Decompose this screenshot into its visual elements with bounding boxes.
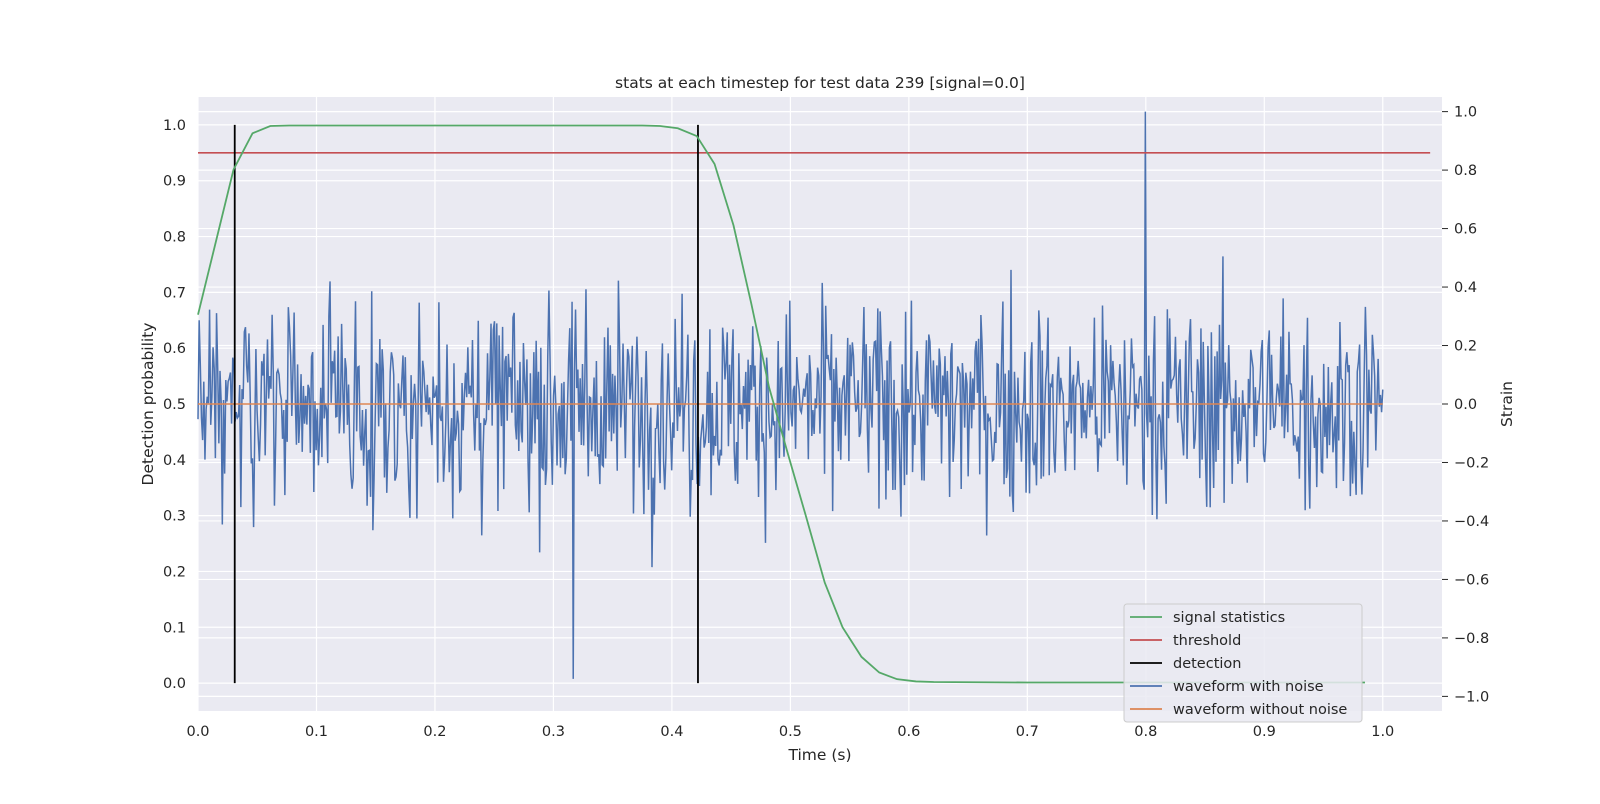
y-left-tick-label: 0.0 <box>163 676 186 692</box>
y-left-tick-label: 0.1 <box>163 620 186 636</box>
x-tick-label: 0.7 <box>1016 724 1039 740</box>
y-axis-right-label: Strain <box>1498 381 1516 427</box>
y-right-tick-label: 0.6 <box>1454 222 1477 238</box>
y-left-tick-label: 0.6 <box>163 341 186 357</box>
legend-label-waveform-without-noise: waveform without noise <box>1173 702 1347 718</box>
y-left-tick-label: 0.9 <box>163 174 186 190</box>
legend-label-waveform-with-noise: waveform with noise <box>1173 679 1324 695</box>
x-tick-label: 1.0 <box>1371 724 1394 740</box>
x-tick-label: 0.4 <box>660 724 683 740</box>
series-layer <box>197 124 1431 684</box>
waveform-with-noise-line <box>197 111 1384 679</box>
legend-label-threshold: threshold <box>1173 633 1241 649</box>
ticks-layer: 0.0 0.1 0.2 0.3 0.4 0.5 0.6 0.7 0.8 0.9 1.0 0.0 0.1 0… <box>163 105 1489 740</box>
x-tick-label: 0.1 <box>305 724 328 740</box>
x-tick-label: 0.2 <box>423 724 446 740</box>
legend: signal statistics threshold detection wa… <box>1123 603 1363 723</box>
y-right-tick-label: −0.8 <box>1454 631 1489 647</box>
y-left-tick-label: 0.3 <box>163 509 186 525</box>
x-tick-label: 0.0 <box>186 724 209 740</box>
y-right-tick-label: −0.6 <box>1454 572 1489 588</box>
x-tick-label: 0.5 <box>779 724 802 740</box>
legend-label-detection: detection <box>1173 656 1241 672</box>
y-left-tick-label: 0.8 <box>163 230 186 246</box>
y-left-tick-label: 0.5 <box>163 397 186 413</box>
y-left-tick-label: 1.0 <box>163 118 186 134</box>
legend-box <box>1123 603 1363 723</box>
y-right-tick-label: 0.2 <box>1454 339 1477 355</box>
chart-title: stats at each timestep for test data 239… <box>615 74 1025 92</box>
x-axis-label: Time (s) <box>787 746 851 764</box>
y-right-tick-label: 0.0 <box>1454 397 1477 413</box>
y-axis-left-label: Detection probability <box>139 323 157 486</box>
y-right-tick-label: 0.8 <box>1454 163 1477 179</box>
y-right-tick-label: 0.4 <box>1454 280 1477 296</box>
y-right-tick-label: 1.0 <box>1454 105 1477 121</box>
legend-label-signal-statistics: signal statistics <box>1173 610 1285 626</box>
y-right-tick-label: −1.0 <box>1454 689 1489 705</box>
x-tick-label: 0.9 <box>1253 724 1276 740</box>
x-tick-label: 0.3 <box>542 724 565 740</box>
y-right-tick-label: −0.4 <box>1454 514 1489 530</box>
y-left-tick-label: 0.4 <box>163 453 186 469</box>
x-tick-label: 0.8 <box>1134 724 1157 740</box>
y-left-tick-label: 0.7 <box>163 285 186 301</box>
signal-statistics-line <box>197 124 1365 684</box>
noise-layer <box>197 111 1384 679</box>
y-right-tick-label: −0.2 <box>1454 455 1489 471</box>
x-tick-label: 0.6 <box>897 724 920 740</box>
y-left-tick-label: 0.2 <box>163 564 186 580</box>
